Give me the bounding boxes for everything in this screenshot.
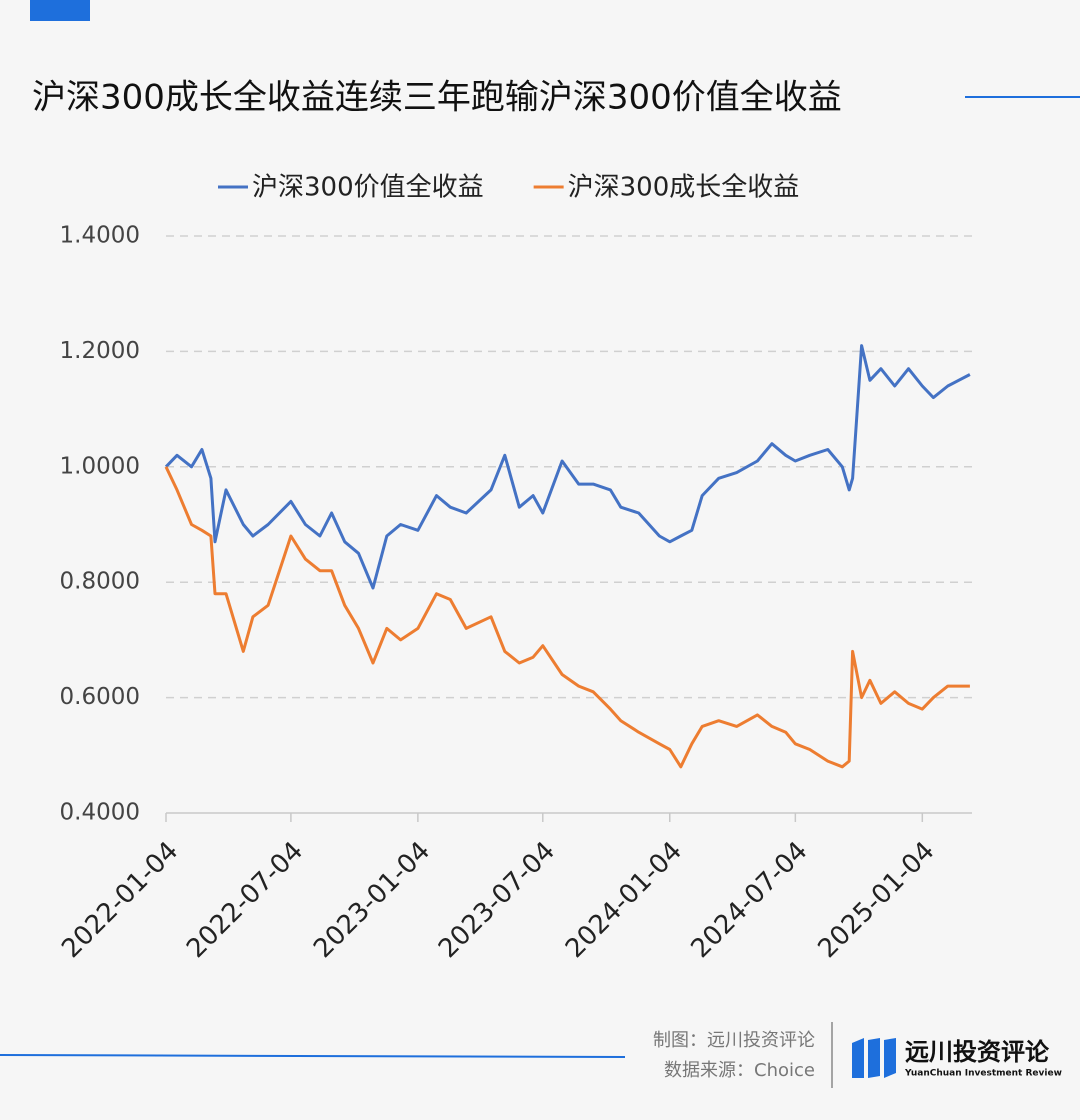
y-tick-label: 0.8000 [60,569,140,595]
y-tick-label: 1.4000 [60,223,140,249]
legend-label: 沪深300成长全收益 [568,173,800,203]
corner-block [30,0,90,21]
maker-note: 制图：远川投资评论 [653,1030,815,1051]
y-tick-label: 1.0000 [60,453,140,479]
series-line [164,344,971,590]
footer-rule [0,1054,626,1058]
logo-mark [852,1038,896,1078]
chart-title: 沪深300成长全收益连续三年跑输沪深300价值全收益 [32,78,842,118]
y-tick-label: 0.4000 [60,800,140,826]
x-tick-label: 2023-07-04 [433,836,561,964]
plot: 0.4000 0.6000 0.8000 1.0000 1.2000 1.4000 2022… [56,173,972,964]
series-line [164,466,970,769]
logo-subtext: YuanChuan Investment Review [904,1069,1062,1079]
x-tick-label: 2024-07-04 [686,836,814,964]
x-tick-label: 2022-01-04 [56,836,184,964]
y-tick-label: 1.2000 [60,338,140,364]
logo-text: 远川投资评论 [905,1038,1050,1066]
x-tick-label: 2023-01-04 [308,836,436,964]
y-tick-label: 0.6000 [60,684,140,710]
x-tick-label: 2022-07-04 [181,836,309,964]
source-note: 数据来源：Choice [664,1060,815,1081]
x-tick-label: 2025-01-04 [813,836,941,964]
legend-label: 沪深300价值全收益 [252,173,484,203]
x-tick-label: 2024-01-04 [560,836,688,964]
